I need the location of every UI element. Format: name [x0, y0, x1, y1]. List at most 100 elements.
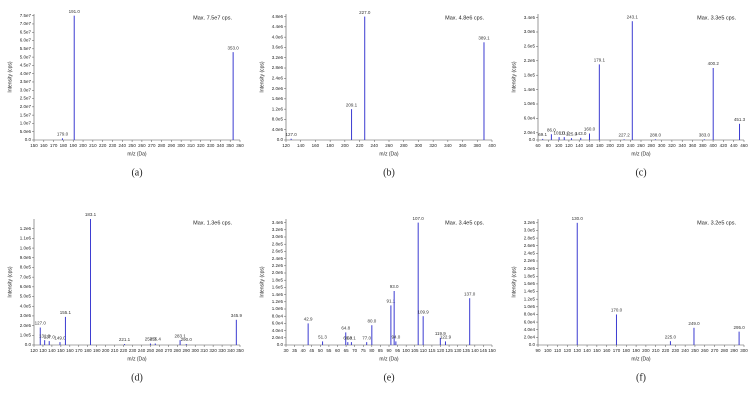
x-tick-label: 180 [326, 143, 334, 148]
peak-label: 191.0 [69, 9, 81, 14]
x-tick-label: 135 [462, 348, 470, 353]
y-tick-label: 2.0e4 [524, 335, 536, 340]
x-tick-label: 360 [459, 143, 467, 148]
x-tick-label: 90 [386, 348, 392, 353]
y-tick-label: 4.0e4 [272, 328, 284, 333]
x-tick-label: 240 [119, 143, 127, 148]
y-tick-label: 3.0e5 [524, 228, 536, 233]
y-tick-label: 8.0e4 [272, 313, 284, 318]
peak-label: 111.0 [559, 130, 570, 135]
y-tick-label: 8.0e5 [272, 117, 284, 122]
y-tick-label: 5.0e7 [20, 54, 32, 59]
y-tick-label: 4.8e6 [272, 14, 284, 19]
peak-label: 290.0 [181, 337, 193, 342]
peak-label: 451.3 [734, 117, 746, 122]
y-tick-label: 2.5e7 [20, 96, 32, 101]
peak-label: 283.1 [174, 333, 186, 338]
peak-label: 383.0 [699, 132, 711, 137]
y-axis-label: Intensity (cps) [259, 266, 265, 297]
y-tick-label: 2.6e5 [524, 44, 536, 49]
y-tick-label: 4.0e4 [524, 327, 536, 332]
x-tick-label: 320 [429, 143, 437, 148]
y-tick-label: 1.6e5 [524, 281, 536, 286]
peak-label: 179.1 [594, 58, 606, 63]
y-tick-label: 2.4e5 [272, 256, 284, 261]
x-tick-label: 200 [102, 348, 110, 353]
y-tick-label: 5.0e6 [20, 129, 32, 134]
y-tick-label: 2.8e6 [272, 65, 284, 70]
y-tick-label: 4.0e5 [20, 303, 32, 308]
x-tick-label: 60 [535, 143, 541, 148]
x-tick-label: 75 [361, 348, 367, 353]
x-tick-label: 130 [573, 348, 581, 353]
x-tick-label: 80 [369, 348, 375, 353]
x-tick-label: 280 [400, 143, 408, 148]
x-tick-label: 140 [48, 348, 56, 353]
y-tick-label: 8.0e4 [524, 312, 536, 317]
y-tick-label: 9.0e5 [20, 255, 32, 260]
panel-caption: (c) [635, 167, 646, 178]
x-tick-label: 420 [720, 143, 728, 148]
y-tick-label: 6.0e4 [272, 321, 284, 326]
peak-label: 149.0 [54, 335, 66, 340]
x-tick-label: 310 [187, 143, 195, 148]
x-tick-label: 270 [148, 143, 156, 148]
x-tick-label: 320 [197, 143, 205, 148]
y-tick-label: 2.0e5 [524, 266, 536, 271]
y-tick-label: 4.0e5 [272, 127, 284, 132]
x-tick-label: 260 [138, 143, 146, 148]
x-tick-label: 340 [227, 348, 235, 353]
y-tick-label: 6.5e7 [20, 29, 32, 34]
peak-label: 183.1 [85, 212, 97, 217]
peak-label: 64.8 [341, 326, 350, 331]
x-tick-label: 140 [575, 143, 583, 148]
x-tick-label: 400 [709, 143, 717, 148]
x-tick-label: 280 [174, 348, 182, 353]
panel-caption: (e) [383, 372, 394, 383]
x-tick-label: 150 [593, 348, 601, 353]
x-tick-label: 105 [411, 348, 419, 353]
y-axis-label: Intensity (cps) [511, 266, 517, 297]
x-tick-label: 300 [191, 348, 199, 353]
x-tick-label: 340 [217, 143, 225, 148]
x-tick-label: 330 [218, 348, 226, 353]
x-tick-label: 170 [613, 348, 621, 353]
x-tick-label: 50 [318, 348, 324, 353]
peak-label: 91.1 [387, 299, 396, 304]
x-tick-label: 150 [57, 348, 65, 353]
y-tick-label: 0.0 [25, 137, 32, 142]
peak-label: 131.9 [39, 333, 51, 338]
y-tick-label: 1.8e5 [524, 72, 536, 77]
y-tick-label: 2.0e4 [272, 335, 284, 340]
chart-title: Max. 7.5e7 cps. [193, 15, 232, 21]
x-tick-label: 150 [488, 348, 496, 353]
x-tick-label: 220 [356, 143, 364, 148]
x-tick-label: 210 [111, 348, 119, 353]
x-tick-label: 180 [60, 143, 68, 148]
y-tick-label: 5.5e7 [20, 46, 32, 51]
y-tick-label: 4.0e6 [272, 34, 284, 39]
x-tick-label: 360 [236, 143, 244, 148]
peak-label: 250.0 [145, 337, 157, 342]
x-tick-label: 380 [474, 143, 482, 148]
y-tick-label: 1.2e5 [524, 296, 536, 301]
x-tick-label: 250 [147, 348, 155, 353]
x-tick-label: 230 [672, 348, 680, 353]
x-tick-label: 55 [326, 348, 332, 353]
x-tick-label: 190 [93, 348, 101, 353]
y-tick-label: 2.8e5 [524, 235, 536, 240]
x-axis-label: m/z (Da) [379, 151, 399, 157]
y-tick-label: 3.5e7 [20, 79, 32, 84]
peak-label: 107.0 [413, 216, 425, 221]
peak-label: 127.0 [35, 321, 47, 326]
y-tick-label: 3.4e5 [524, 15, 536, 20]
x-tick-label: 260 [637, 143, 645, 148]
x-tick-label: 310 [200, 348, 208, 353]
x-tick-label: 85 [378, 348, 384, 353]
x-tick-label: 290 [183, 348, 191, 353]
x-tick-label: 240 [138, 348, 146, 353]
y-tick-label: 3.0e5 [272, 234, 284, 239]
x-tick-label: 220 [617, 143, 625, 148]
y-tick-label: 1.8e5 [272, 277, 284, 282]
x-tick-label: 210 [652, 348, 660, 353]
